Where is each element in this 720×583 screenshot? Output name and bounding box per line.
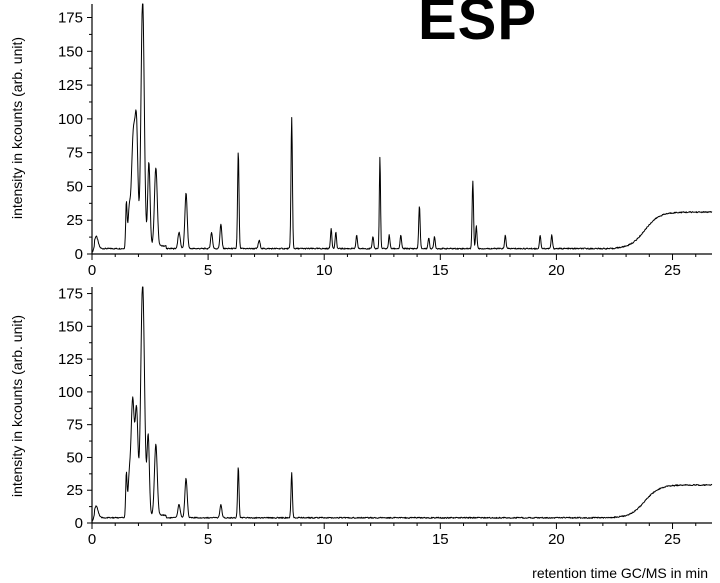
y-tick-label: 175: [58, 10, 83, 27]
x-tick-label: 20: [548, 262, 565, 279]
y-tick-label: 100: [58, 111, 83, 128]
chromatogram-trace: [91, 3, 713, 254]
y-tick-label: 75: [66, 145, 83, 162]
y-tick-label: 125: [58, 351, 83, 368]
x-tick-label: 25: [664, 531, 681, 548]
x-axis-label: retention time GC/MS in min: [532, 565, 708, 581]
y-tick-label: 50: [66, 178, 83, 195]
x-tick-label: 5: [204, 531, 212, 548]
y-tick-label: 150: [58, 43, 83, 60]
x-tick-label: 0: [88, 262, 96, 279]
x-tick-label: 0: [88, 531, 96, 548]
y-tick-label: 150: [58, 318, 83, 335]
y-tick-label: 25: [66, 212, 83, 229]
y-tick-label: 175: [58, 286, 83, 303]
y-axis-label: intensity in kcounts (arb. unit): [9, 37, 25, 219]
bottom-panel: 0 25 50 75 100 125 150 175 0 5 10 15 20 25 intensity i…: [9, 286, 713, 581]
y-tick-label: 0: [75, 515, 83, 532]
y-tick-label: 125: [58, 77, 83, 94]
y-axis-label: intensity in kcounts (arb. unit): [9, 315, 25, 497]
chart-title: ESP: [418, 0, 538, 52]
y-tick-label: 75: [66, 417, 83, 434]
chromatogram-trace: [91, 286, 713, 522]
y-tick-label: 25: [66, 482, 83, 499]
x-tick-label: 25: [664, 262, 681, 279]
y-tick-label: 50: [66, 449, 83, 466]
y-tick-label: 0: [75, 246, 83, 263]
x-tick-label: 10: [316, 531, 333, 548]
x-tick-label: 15: [432, 531, 449, 548]
x-tick-label: 5: [204, 262, 212, 279]
y-tick-label: 100: [58, 384, 83, 401]
top-panel: 0 25 50 75 100 125 150 175 0 5 10 15 20 25 intensity i…: [9, 3, 713, 279]
x-tick-label: 10: [316, 262, 333, 279]
x-tick-label: 20: [548, 531, 565, 548]
x-tick-label: 15: [432, 262, 449, 279]
